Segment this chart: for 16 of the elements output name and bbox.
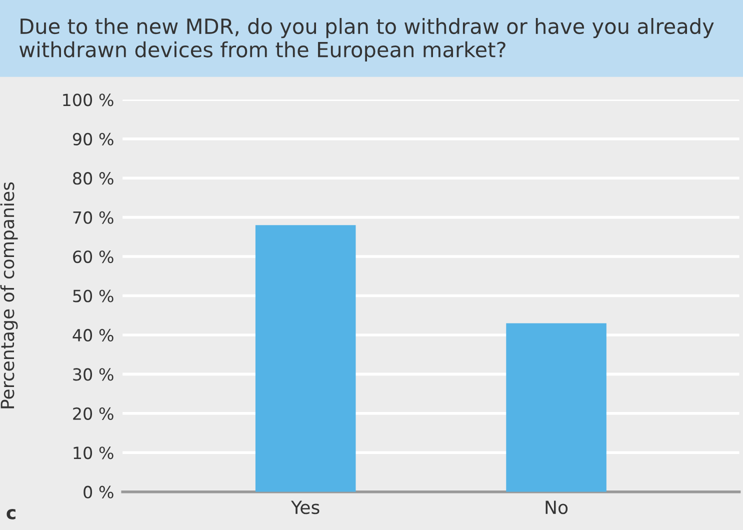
y-tick-label: 100 % bbox=[63, 94, 114, 106]
y-tick-label: 0 % bbox=[84, 486, 114, 498]
y-axis-title: Percentage of companies bbox=[0, 182, 18, 408]
chart-title: Due to the new MDR, do you plan to withdraw or have you already withdrawn devices from the European market? bbox=[19, 18, 714, 62]
x-tick-label: No bbox=[546, 500, 568, 514]
y-tick-label: 80 % bbox=[73, 172, 114, 185]
x-tick-label: Yes bbox=[290, 500, 320, 514]
text: c bbox=[6, 508, 16, 520]
y-tick-label: 40 % bbox=[72, 328, 114, 342]
y-tick-label: 90 % bbox=[72, 132, 114, 146]
y-tick-label: 20 % bbox=[73, 407, 114, 420]
y-tick-label: 60 % bbox=[73, 250, 114, 264]
y-tick-label: 70 % bbox=[73, 211, 114, 224]
y-tick-label: 10 % bbox=[74, 446, 114, 460]
y-tick-label: 50 % bbox=[73, 290, 114, 302]
y-tick-label: 30 % bbox=[73, 368, 114, 381]
